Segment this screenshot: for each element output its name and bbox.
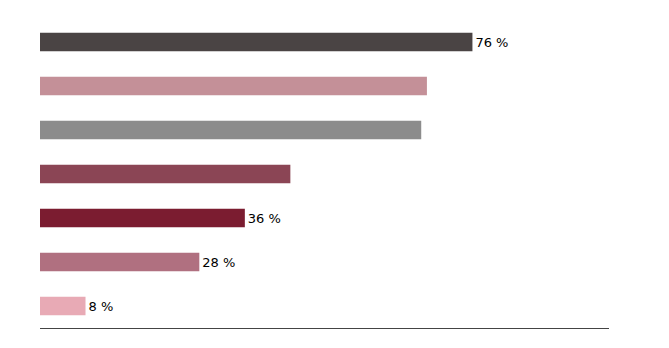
svg-text:28 %: 28 % [202, 255, 235, 270]
svg-text:36 %: 36 % [248, 211, 281, 226]
svg-text:8 %: 8 % [89, 299, 114, 314]
svg-text:76 %: 76 % [475, 35, 508, 50]
